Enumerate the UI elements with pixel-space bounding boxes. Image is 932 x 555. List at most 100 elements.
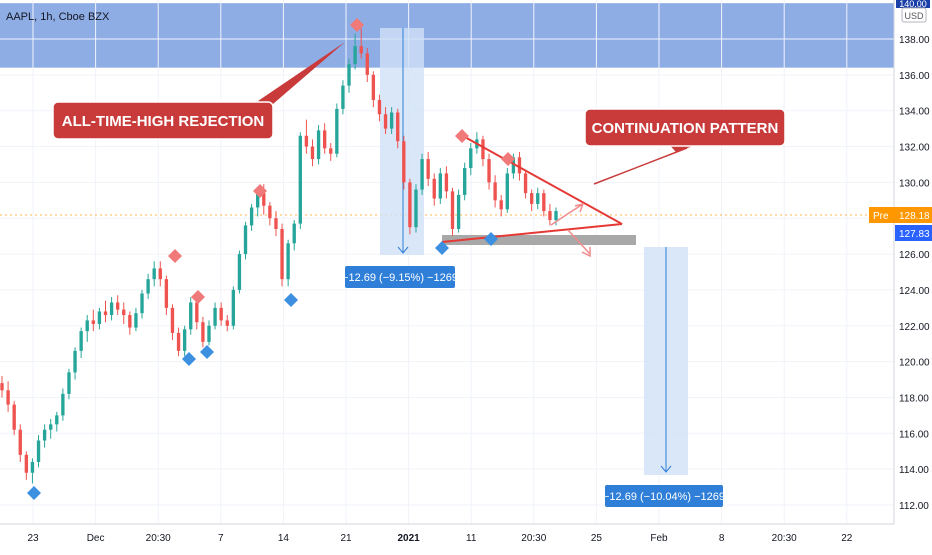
candle-body (195, 302, 199, 323)
diamond-high-marker (501, 152, 515, 166)
triangle-pattern[interactable] (441, 135, 623, 258)
candle-body (511, 157, 516, 174)
candle-body (414, 189, 418, 228)
time-tick-label: 25 (591, 533, 603, 544)
diamond-low-marker (27, 486, 41, 500)
candle-body (73, 350, 77, 373)
measure-1-arrowhead (397, 246, 409, 254)
pattern-callout-box (584, 108, 786, 147)
diamond-high-marker (191, 290, 205, 304)
time-tick-label: 22 (841, 533, 853, 544)
time-axis-labels[interactable]: 23 Dec 20:30 7 14 21 2021 11 20:30 25 Feb 8 20:30 22 (27, 533, 852, 544)
time-tick-label: 11 (466, 533, 477, 544)
candle-body (36, 440, 41, 462)
candle-body (24, 454, 29, 473)
candle-body (49, 424, 53, 430)
candle-body (353, 46, 357, 65)
candle-body (115, 302, 120, 310)
symbol-title: AAPL, 1h, Cboe BZX (6, 11, 110, 23)
pattern-callout-leader (593, 147, 688, 185)
candle-body (0, 383, 4, 391)
triangle-upper-line (462, 135, 623, 225)
ath-callout[interactable]: ALL-TIME-HIGH REJECTION (52, 42, 345, 140)
swing-markers (27, 18, 515, 500)
candle-body (493, 182, 497, 201)
candle-body (280, 228, 284, 280)
candle-body (237, 254, 242, 290)
ath-callout-label: ALL-TIME-HIGH REJECTION (62, 113, 265, 130)
measure-2-label: −12.69 (−10.04%) −1269 (603, 485, 725, 507)
candle-body (432, 178, 436, 199)
candle-body (426, 159, 430, 179)
projection-down-arrowhead (581, 247, 591, 258)
candle-body (463, 168, 467, 195)
candle-body (329, 148, 333, 154)
pattern-callout[interactable]: CONTINUATION PATTERN (584, 108, 786, 185)
measure-box-2[interactable] (644, 247, 688, 475)
candle-body (347, 64, 351, 86)
candle-body (256, 193, 260, 208)
time-tick-label: Dec (87, 533, 105, 544)
last-price-tag-bg (895, 225, 932, 241)
price-axis[interactable] (894, 0, 932, 550)
candle-body (55, 415, 59, 425)
support-zone (442, 235, 636, 245)
currency-badge[interactable] (901, 7, 927, 23)
candle-body (158, 268, 162, 280)
candle-body (122, 309, 126, 316)
candle-body (140, 293, 144, 314)
candle-body (335, 108, 339, 154)
diamond-low-marker (284, 293, 298, 307)
candle-body (517, 157, 522, 174)
pre-price-tag: Pre 128.18 (869, 207, 932, 223)
candle-body (42, 429, 47, 441)
candle-body (61, 393, 65, 416)
measure-1-label-box (345, 266, 455, 288)
ath-callout-pointer (258, 42, 345, 110)
candle-body (499, 200, 503, 210)
plot-area[interactable] (0, 0, 894, 524)
candle-body (548, 211, 552, 221)
pattern-callout-label: CONTINUATION PATTERN (592, 120, 779, 137)
candle-body (487, 159, 491, 183)
candle-body (450, 191, 455, 229)
candle-body (243, 225, 248, 255)
candle-body (85, 320, 89, 332)
candle-body (408, 182, 412, 228)
diamond-low-marker (200, 345, 214, 359)
candle-body (201, 322, 205, 342)
price-tick-label: 114.00 (899, 465, 929, 476)
projection-up-line (550, 203, 584, 226)
time-tick-label: 20:30 (772, 533, 797, 544)
candle-body (67, 372, 71, 394)
measure-1-text: −12.69 (−9.15%) −1269 (342, 272, 458, 284)
candle-body (505, 173, 509, 210)
ath-callout-box (52, 101, 274, 140)
candle-body (286, 243, 290, 280)
candle-body (536, 193, 540, 204)
time-tick-label: 2021 (397, 533, 420, 544)
price-tick-label: 112.00 (899, 501, 929, 512)
candle-body (383, 114, 388, 129)
candle-body (6, 390, 10, 405)
candle-body (146, 279, 150, 294)
time-tick-label: 20:30 (521, 533, 546, 544)
candle-body (176, 332, 181, 351)
diamond-high-marker (253, 184, 267, 198)
time-tick-label: 21 (340, 533, 352, 544)
candle-body (274, 218, 278, 229)
candle-body (182, 329, 187, 351)
measure-2-arrowhead (660, 465, 672, 473)
pre-price-tag-bg (869, 207, 932, 223)
time-tick-label: 14 (278, 533, 290, 544)
candle-body (12, 404, 16, 430)
candle-body (396, 112, 400, 142)
candle-body (91, 320, 95, 324)
candle-body (389, 112, 394, 129)
candle-body (170, 307, 175, 333)
projection-down-line (567, 229, 591, 255)
candle-body (322, 130, 327, 149)
diamond-high-marker (350, 18, 364, 32)
